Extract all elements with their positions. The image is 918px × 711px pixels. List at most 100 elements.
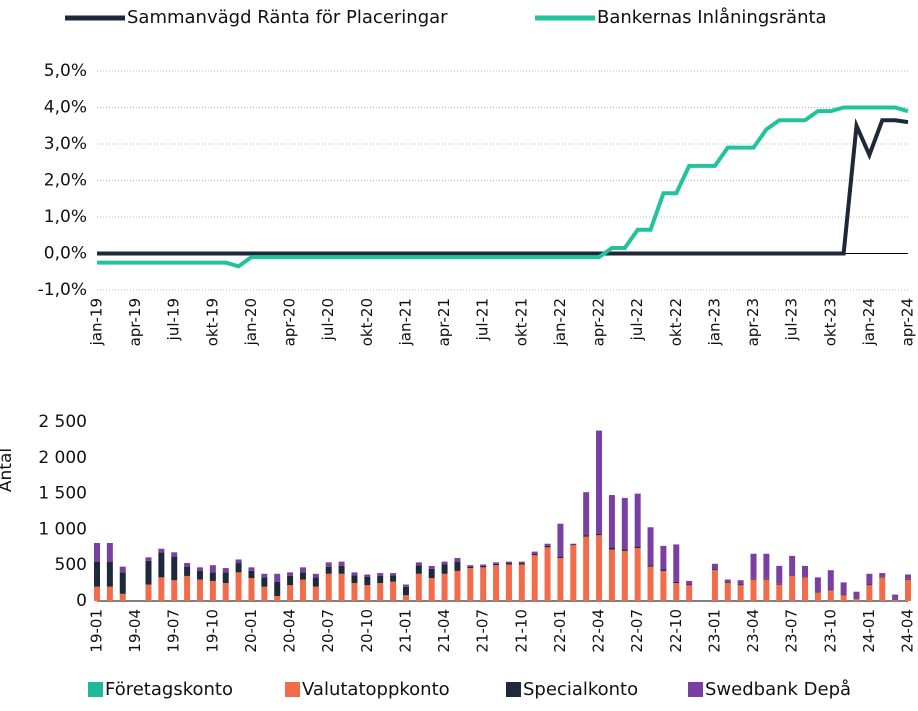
bar	[866, 584, 873, 586]
bar	[763, 553, 770, 579]
bar	[145, 584, 152, 601]
bar	[905, 578, 911, 580]
line	[97, 105, 909, 269]
legend-swatch	[688, 682, 703, 697]
bar	[261, 577, 268, 587]
x-tick-label: 22-07	[628, 609, 646, 653]
x-tick-label: 19-07	[165, 609, 183, 653]
bar	[531, 553, 538, 556]
bar	[776, 583, 783, 585]
x-tick-label: jan-19	[88, 298, 106, 346]
bar	[827, 590, 834, 601]
x-tick-label: 24-01	[860, 609, 878, 653]
y-tick-label: 1 500	[38, 484, 87, 504]
x-tick-label: jul-20	[319, 298, 337, 341]
x-tick-label: 20-10	[358, 609, 376, 653]
y-tick-label: 2 000	[38, 448, 87, 468]
bar	[287, 575, 294, 586]
bar	[390, 575, 397, 582]
bar	[467, 568, 474, 601]
bar	[441, 573, 448, 601]
bar	[814, 592, 821, 601]
bar	[557, 523, 564, 557]
bar	[248, 567, 255, 571]
bar	[686, 580, 693, 585]
bar	[763, 578, 770, 580]
bar	[235, 563, 242, 573]
bar	[505, 563, 512, 565]
bar	[673, 583, 680, 601]
bar	[235, 572, 242, 601]
bar	[583, 536, 590, 601]
bar	[325, 566, 332, 574]
bar	[789, 575, 796, 576]
line	[97, 118, 909, 256]
x-tick-label: jan-22	[551, 298, 569, 346]
bar	[879, 573, 886, 577]
bar	[544, 543, 551, 546]
x-tick-label: okt-21	[512, 298, 530, 346]
bar	[647, 566, 654, 601]
bar	[724, 583, 731, 601]
x-tick-label: 21-01	[396, 609, 414, 653]
bar	[827, 570, 834, 590]
bar	[518, 561, 525, 564]
bar	[802, 576, 809, 578]
bar	[686, 585, 693, 601]
bar	[750, 579, 757, 601]
bar	[802, 565, 809, 577]
bar	[737, 584, 744, 586]
bar	[647, 527, 654, 566]
x-tick-label: jan-23	[705, 298, 723, 346]
legend-label: Valutatoppkonto	[302, 679, 450, 700]
x-tick-label: 20-01	[242, 609, 260, 653]
x-tick-label: jul-21	[474, 298, 492, 341]
x-tick-label: jan-24	[860, 298, 878, 346]
bar	[570, 545, 577, 601]
bar	[145, 557, 152, 561]
x-tick-label: 21-10	[512, 609, 530, 653]
bar	[892, 594, 899, 599]
bar	[570, 544, 577, 546]
legend-label: Specialkonto	[523, 679, 638, 700]
bar	[853, 598, 860, 601]
bar	[377, 583, 384, 601]
x-tick-label: 20-04	[281, 609, 299, 653]
bar	[892, 598, 899, 600]
bar	[171, 580, 178, 601]
x-tick-label: 20-07	[319, 609, 337, 653]
x-tick-label: okt-20	[358, 298, 376, 346]
bar	[390, 581, 397, 601]
x-tick-label: 23-07	[783, 609, 801, 653]
bar	[351, 575, 358, 584]
bar	[184, 566, 191, 576]
bar	[248, 570, 255, 579]
y-tick-label: 0,0%	[44, 244, 87, 264]
bar	[544, 547, 551, 601]
bar	[299, 572, 306, 580]
bar	[905, 579, 911, 601]
bar	[402, 595, 409, 601]
bar	[711, 563, 718, 570]
y-tick-label: 500	[55, 555, 87, 575]
bar	[711, 570, 718, 601]
bar	[184, 575, 191, 601]
bar	[583, 492, 590, 536]
legend-swatch	[88, 682, 103, 697]
x-tick-label: 19-01	[88, 609, 106, 653]
x-tick-label: 24-04	[899, 609, 917, 653]
bar	[454, 570, 461, 601]
bar	[274, 581, 281, 596]
bar	[570, 543, 577, 545]
x-tick-label: 19-04	[126, 609, 144, 653]
bar	[879, 577, 886, 601]
x-tick-label: jul-23	[783, 298, 801, 341]
bar	[222, 583, 229, 601]
bar	[325, 573, 332, 601]
bar	[814, 591, 821, 593]
bar	[119, 593, 126, 601]
bar	[209, 565, 216, 573]
legend-swatch	[506, 682, 521, 697]
bar	[377, 575, 384, 584]
bar	[840, 595, 847, 601]
